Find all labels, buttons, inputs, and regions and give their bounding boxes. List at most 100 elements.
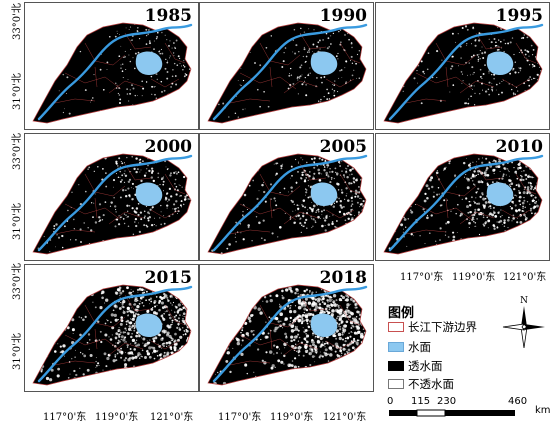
scale-tick-230: 230 — [437, 396, 457, 407]
admin-boundary-0 — [64, 203, 122, 221]
map-panel-1985: 1985 — [24, 2, 199, 130]
lake — [310, 51, 338, 75]
admin-boundary-5 — [54, 229, 96, 235]
pervious-surface — [384, 23, 542, 123]
region-outline — [383, 22, 543, 124]
region-outline — [32, 22, 192, 124]
admin-boundary-3 — [501, 78, 531, 88]
pervious-surface — [33, 154, 191, 254]
scale-tick-115: 115 — [411, 396, 431, 407]
admin-boundary-3 — [325, 209, 355, 219]
admin-boundary-5 — [54, 98, 96, 104]
region-map — [32, 22, 193, 124]
admin-boundary-1 — [259, 304, 301, 328]
water-swatch — [388, 342, 404, 352]
lat-label-31-row1: 31°0'北 — [12, 73, 23, 110]
admin-boundary-0 — [64, 72, 122, 90]
legend-label-boundary: 长江下游边界 — [408, 320, 477, 334]
lon-label-117-col3: 117°0'东 — [400, 272, 444, 283]
region-map — [32, 153, 193, 255]
admin-boundary-6 — [339, 173, 361, 195]
admin-boundary-6 — [164, 42, 186, 64]
north-arrow-icon: N — [502, 296, 545, 349]
admin-boundary-6 — [515, 42, 537, 64]
admin-boundary-1 — [84, 304, 126, 328]
admin-boundary-0 — [239, 72, 297, 90]
scale-seg-2 — [416, 409, 446, 417]
admin-boundary-2 — [124, 32, 152, 50]
lat-label-31-row3: 31°0'北 — [12, 333, 23, 370]
lat-label-33-row2: 33°0'北 — [12, 133, 23, 170]
admin-boundary-2 — [475, 163, 503, 181]
lake — [310, 313, 338, 337]
legend-label-pervious: 透水面 — [408, 359, 443, 373]
admin-boundary-2 — [299, 163, 327, 181]
lon-label-121-col3: 121°0'东 — [503, 272, 547, 283]
panel-year-label: 2010 — [495, 137, 543, 157]
lon-label-119-col1: 119°0'东 — [95, 412, 139, 423]
admin-boundary-3 — [325, 340, 355, 350]
scale-tick-460: 460 — [508, 396, 528, 407]
impervious-swatch — [388, 379, 404, 389]
admin-boundary-5 — [405, 98, 447, 104]
lon-label-121-col2: 121°0'东 — [323, 412, 367, 423]
lake — [135, 182, 163, 206]
admin-boundary-3 — [150, 340, 180, 350]
admin-boundary-5 — [229, 360, 271, 366]
admin-boundary-2 — [124, 294, 152, 312]
admin-boundary-7 — [94, 66, 98, 88]
admin-boundary-2 — [124, 163, 152, 181]
region-outline — [207, 22, 367, 124]
yangtze-river — [212, 285, 368, 383]
legend-label-impervious: 不透水面 — [408, 377, 454, 391]
admin-boundary-2 — [475, 32, 503, 50]
admin-boundary-7 — [94, 328, 98, 350]
admin-boundary-4 — [283, 342, 319, 356]
map-panel-2010: 2010 — [375, 133, 550, 261]
region-map — [207, 153, 368, 255]
admin-boundary-1 — [435, 42, 477, 66]
legend-label-water: 水面 — [408, 340, 431, 354]
region-outline — [32, 284, 192, 386]
lake — [486, 182, 514, 206]
admin-boundary-7 — [269, 197, 273, 219]
lon-label-117-col2: 117°0'东 — [218, 412, 262, 423]
admin-boundary-5 — [54, 360, 96, 366]
admin-boundary-5 — [229, 229, 271, 235]
panel-year-label: 1985 — [144, 6, 192, 26]
region-map — [207, 22, 368, 124]
admin-boundary-4 — [283, 211, 319, 225]
admin-boundary-1 — [84, 42, 126, 66]
legend-item-boundary: 长江下游边界 — [388, 320, 477, 334]
yangtze-river — [388, 154, 544, 252]
pervious-surface — [208, 154, 366, 254]
map-panel-2015: 2015 — [24, 264, 199, 392]
region-map — [32, 284, 193, 386]
boundary-swatch — [388, 322, 404, 332]
admin-boundary-3 — [325, 78, 355, 88]
admin-boundary-4 — [459, 80, 495, 94]
admin-boundary-3 — [150, 78, 180, 88]
admin-boundary-0 — [239, 203, 297, 221]
lake — [135, 313, 163, 337]
admin-boundary-1 — [259, 173, 301, 197]
scale-seg-3 — [445, 410, 515, 416]
scale-seg-1 — [389, 410, 417, 416]
legend-item-pervious: 透水面 — [388, 359, 443, 373]
admin-boundary-4 — [283, 80, 319, 94]
scale-bar — [389, 409, 515, 417]
admin-boundary-1 — [259, 42, 301, 66]
admin-boundary-7 — [445, 66, 449, 88]
admin-boundary-4 — [459, 211, 495, 225]
admin-boundary-4 — [108, 80, 144, 94]
pervious-swatch — [388, 361, 404, 371]
lake — [135, 51, 163, 75]
region-outline — [207, 153, 367, 255]
region-map — [383, 22, 544, 124]
admin-boundary-7 — [269, 328, 273, 350]
panel-year-label: 2015 — [144, 268, 192, 288]
scale-tick-0: 0 — [387, 396, 394, 407]
admin-boundary-6 — [164, 173, 186, 195]
panel-year-label: 1995 — [495, 6, 543, 26]
admin-boundary-6 — [339, 42, 361, 64]
